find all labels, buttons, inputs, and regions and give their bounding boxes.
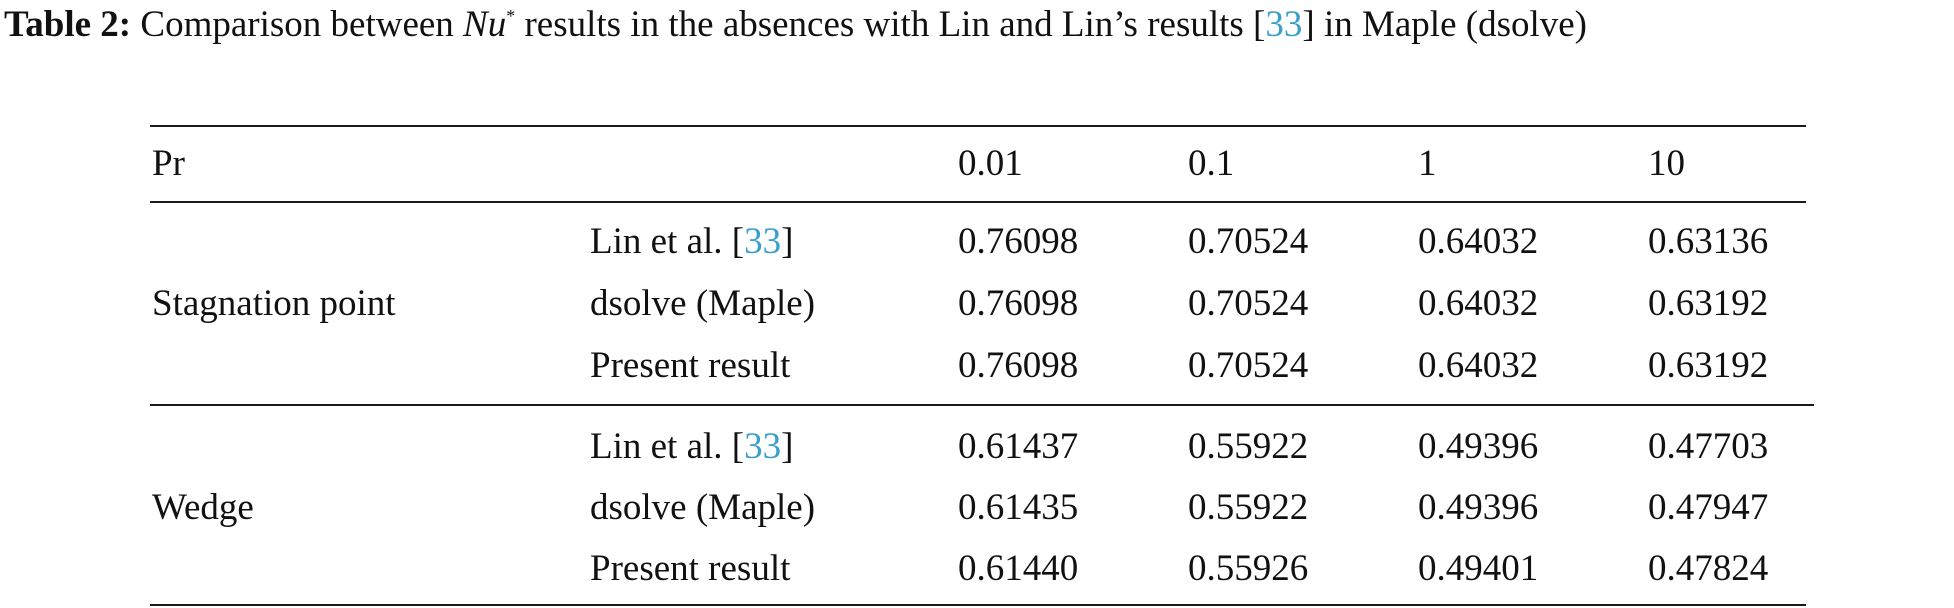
- table-cell: 0.47703: [1648, 426, 1769, 467]
- table-cell: 0.55922: [1188, 426, 1309, 467]
- caption-symbol-sup: *: [506, 6, 516, 26]
- method-label-present: Present result: [590, 345, 791, 386]
- table-cell: 0.61440: [958, 548, 1079, 589]
- group-label-wedge: Wedge: [152, 487, 254, 528]
- table-cell: 0.70524: [1188, 345, 1309, 386]
- table-cell: 0.49396: [1418, 487, 1539, 528]
- header-rule: [150, 201, 1806, 203]
- header-value: 1: [1418, 143, 1437, 184]
- ref-link[interactable]: 33: [744, 426, 782, 467]
- header-value: 0.01: [958, 143, 1023, 184]
- table-cell: 0.64032: [1418, 283, 1539, 324]
- table-cell: 0.55926: [1188, 548, 1309, 589]
- table-caption: Table 2: Comparison between Nu* results …: [4, 0, 1950, 50]
- table-cell: 0.64032: [1418, 221, 1539, 262]
- table-cell: 0.55922: [1188, 487, 1309, 528]
- header-value: 10: [1648, 143, 1685, 184]
- table-cell: 0.76098: [958, 221, 1079, 262]
- table-cell: 0.61437: [958, 426, 1079, 467]
- caption-text-mid: results in the absences with Lin and Lin…: [515, 4, 1266, 45]
- table-cell: 0.70524: [1188, 283, 1309, 324]
- method-label-lin: Lin et al. [33]: [590, 220, 793, 264]
- method-label-lin: Lin et al. [33]: [590, 425, 793, 469]
- top-rule: [150, 125, 1806, 127]
- bottom-rule: [150, 604, 1806, 606]
- table-cell: 0.47947: [1648, 487, 1769, 528]
- method-text-end: ]: [781, 221, 794, 262]
- caption-text-before: Comparison between: [131, 4, 464, 45]
- group-rule: [150, 404, 1814, 406]
- method-text-end: ]: [781, 426, 794, 467]
- table-cell: 0.76098: [958, 345, 1079, 386]
- caption-ref-link[interactable]: 33: [1265, 4, 1303, 45]
- method-text: Lin et al. [: [590, 426, 745, 467]
- method-label-dsolve: dsolve (Maple): [590, 283, 816, 324]
- ref-link[interactable]: 33: [744, 221, 782, 262]
- table-cell: 0.49396: [1418, 426, 1539, 467]
- method-text: Lin et al. [: [590, 221, 745, 262]
- table-cell: 0.47824: [1648, 548, 1769, 589]
- header-pr-label: Pr: [152, 143, 185, 184]
- caption-label: Table 2:: [4, 4, 132, 45]
- method-label-present: Present result: [590, 548, 791, 589]
- table-cell: 0.63136: [1648, 221, 1769, 262]
- table-cell: 0.64032: [1418, 345, 1539, 386]
- table-cell: 0.61435: [958, 487, 1079, 528]
- group-label-stagnation-point: Stagnation point: [152, 283, 396, 324]
- table-cell: 0.63192: [1648, 345, 1769, 386]
- method-label-dsolve: dsolve (Maple): [590, 487, 816, 528]
- table-cell: 0.49401: [1418, 548, 1539, 589]
- header-value: 0.1: [1188, 143, 1235, 184]
- caption-text-after: ] in Maple (dsolve): [1302, 4, 1587, 45]
- table-cell: 0.76098: [958, 283, 1079, 324]
- table-cell: 0.70524: [1188, 221, 1309, 262]
- table-cell: 0.63192: [1648, 283, 1769, 324]
- caption-symbol: Nu: [463, 4, 507, 45]
